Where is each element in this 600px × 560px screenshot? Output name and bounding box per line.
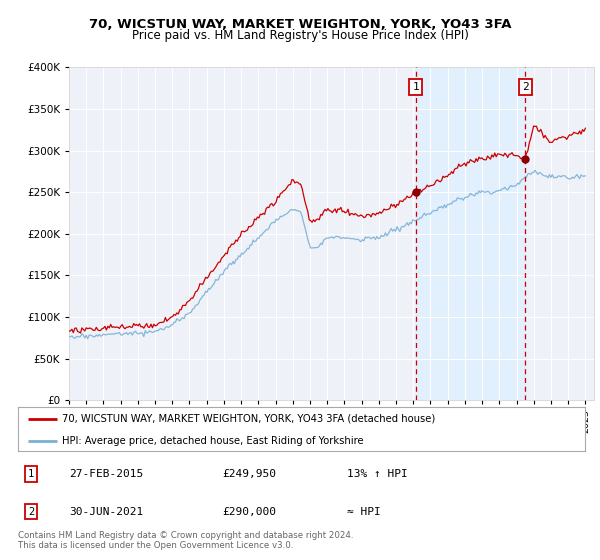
Text: 2: 2 (28, 506, 34, 516)
Text: £249,950: £249,950 (222, 469, 276, 479)
Text: 30-JUN-2021: 30-JUN-2021 (69, 506, 143, 516)
Text: 1: 1 (28, 469, 34, 479)
Text: 2: 2 (522, 82, 529, 92)
Text: 1: 1 (412, 82, 419, 92)
Bar (416, 67, 525, 400)
Text: ≈ HPI: ≈ HPI (347, 506, 380, 516)
Text: Price paid vs. HM Land Registry's House Price Index (HPI): Price paid vs. HM Land Registry's House … (131, 29, 469, 42)
Text: HPI: Average price, detached house, East Riding of Yorkshire: HPI: Average price, detached house, East… (62, 436, 364, 446)
Text: Contains HM Land Registry data © Crown copyright and database right 2024.
This d: Contains HM Land Registry data © Crown c… (18, 531, 353, 550)
Text: 70, WICSTUN WAY, MARKET WEIGHTON, YORK, YO43 3FA: 70, WICSTUN WAY, MARKET WEIGHTON, YORK, … (89, 18, 511, 31)
Text: 70, WICSTUN WAY, MARKET WEIGHTON, YORK, YO43 3FA (detached house): 70, WICSTUN WAY, MARKET WEIGHTON, YORK, … (62, 414, 436, 424)
Text: 13% ↑ HPI: 13% ↑ HPI (347, 469, 407, 479)
Text: 27-FEB-2015: 27-FEB-2015 (69, 469, 143, 479)
Text: £290,000: £290,000 (222, 506, 276, 516)
